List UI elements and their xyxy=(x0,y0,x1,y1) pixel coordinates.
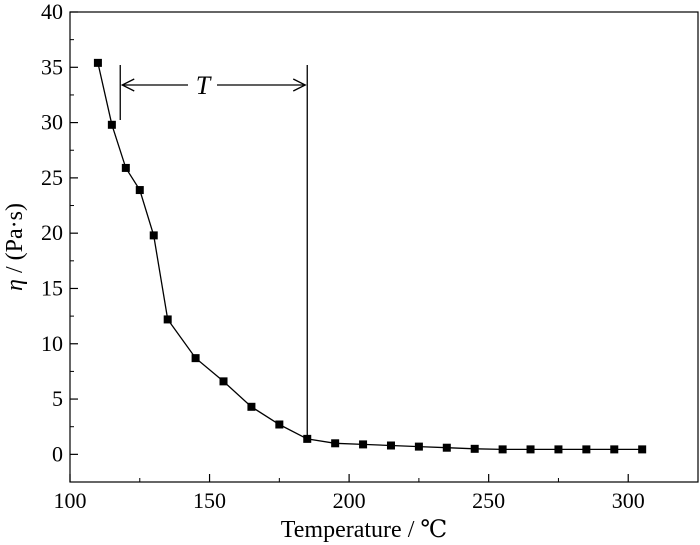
data-series xyxy=(93,58,647,454)
y-tick-label: 5 xyxy=(52,386,63,411)
y-tick-label: 30 xyxy=(41,110,63,135)
data-point xyxy=(275,420,284,429)
y-tick-label: 25 xyxy=(41,165,63,190)
plot-frame xyxy=(69,11,699,483)
y-tick-label: 10 xyxy=(41,331,63,356)
data-point xyxy=(610,445,619,454)
x-tick-label: 300 xyxy=(612,488,645,513)
y-tick-label: 0 xyxy=(52,441,63,466)
data-point xyxy=(331,439,340,448)
y-axis-title: η / (Pa·s) xyxy=(2,203,28,291)
data-point xyxy=(191,354,200,363)
data-point xyxy=(219,377,228,386)
y-tick-label: 15 xyxy=(41,275,63,300)
y-axis: 0 5 10 15 20 25 30 35 40 xyxy=(41,0,78,466)
y-axis-symbol: η xyxy=(2,279,28,291)
data-point xyxy=(149,231,158,240)
annotation-arrowhead-right xyxy=(292,78,307,92)
annotation-T: T xyxy=(119,65,308,439)
data-point xyxy=(442,443,451,452)
data-point xyxy=(135,186,144,195)
data-point xyxy=(554,445,563,454)
y-tick-label: 20 xyxy=(41,220,63,245)
y-axis-unit: / (Pa·s) xyxy=(2,203,28,279)
x-axis-title: Temperature / ℃ xyxy=(281,517,447,543)
data-point xyxy=(93,58,102,67)
data-point xyxy=(414,442,423,451)
x-axis: 100 150 200 250 300 xyxy=(54,474,645,513)
data-point xyxy=(247,402,256,411)
annotation-label: T xyxy=(196,71,212,100)
data-point xyxy=(121,163,130,172)
data-point xyxy=(582,445,591,454)
x-tick-label: 150 xyxy=(193,488,226,513)
data-point xyxy=(107,120,116,129)
data-point xyxy=(638,445,647,454)
data-point xyxy=(359,440,368,449)
data-point xyxy=(526,445,535,454)
x-tick-label: 200 xyxy=(333,488,366,513)
data-point xyxy=(470,444,479,453)
x-tick-label: 100 xyxy=(54,488,87,513)
y-tick-label: 40 xyxy=(41,0,63,24)
x-tick-label: 250 xyxy=(472,488,505,513)
y-tick-label: 35 xyxy=(41,54,63,79)
data-point xyxy=(163,315,172,324)
annotation-arrowhead-left xyxy=(120,78,135,92)
data-point xyxy=(498,445,507,454)
data-point xyxy=(386,441,395,450)
series-line xyxy=(97,62,643,451)
